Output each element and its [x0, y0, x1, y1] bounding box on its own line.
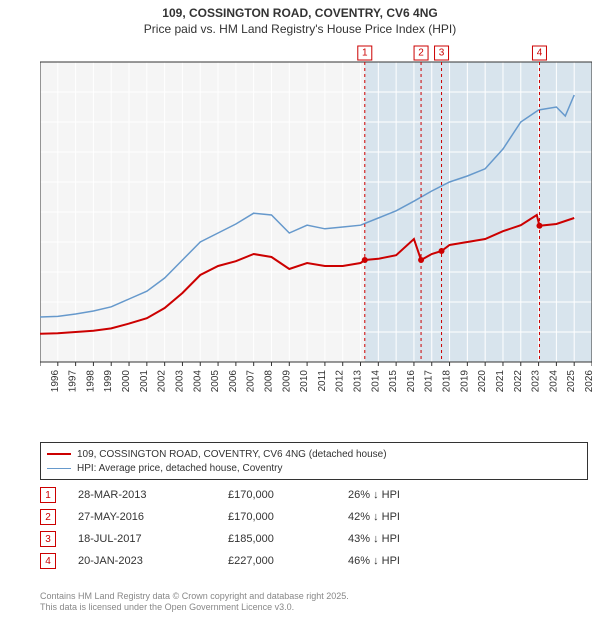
svg-text:2007: 2007 [246, 370, 257, 393]
sales-table: 1 28-MAR-2013 £170,000 26% ↓ HPI 2 27-MA… [40, 484, 468, 572]
svg-text:2003: 2003 [174, 370, 185, 393]
svg-text:2026: 2026 [584, 370, 592, 393]
sale-delta: 42% ↓ HPI [348, 511, 468, 523]
footer-line1: Contains HM Land Registry data © Crown c… [40, 591, 349, 603]
sale-delta: 46% ↓ HPI [348, 555, 468, 567]
svg-text:2022: 2022 [513, 370, 524, 393]
svg-text:1997: 1997 [68, 370, 79, 393]
svg-text:1999: 1999 [103, 370, 114, 393]
svg-text:2024: 2024 [548, 370, 559, 393]
svg-text:2016: 2016 [406, 370, 417, 393]
chart-container: 109, COSSINGTON ROAD, COVENTRY, CV6 4NG … [0, 0, 600, 620]
table-row: 2 27-MAY-2016 £170,000 42% ↓ HPI [40, 506, 468, 528]
marker-box-4: 4 [40, 553, 56, 569]
svg-text:2012: 2012 [335, 370, 346, 393]
svg-text:1: 1 [362, 48, 368, 59]
svg-text:4: 4 [537, 48, 543, 59]
footer-attribution: Contains HM Land Registry data © Crown c… [40, 591, 349, 614]
legend-row-property: 109, COSSINGTON ROAD, COVENTRY, CV6 4NG … [47, 447, 581, 461]
svg-text:2002: 2002 [157, 370, 168, 393]
svg-text:1995: 1995 [40, 370, 43, 393]
sale-delta: 43% ↓ HPI [348, 533, 468, 545]
sale-price: £170,000 [228, 511, 348, 523]
sale-date: 28-MAR-2013 [78, 489, 228, 501]
table-row: 1 28-MAR-2013 £170,000 26% ↓ HPI [40, 484, 468, 506]
svg-text:2020: 2020 [477, 370, 488, 393]
svg-text:2008: 2008 [263, 370, 274, 393]
svg-text:2017: 2017 [424, 370, 435, 393]
sale-price: £170,000 [228, 489, 348, 501]
svg-text:3: 3 [439, 48, 445, 59]
marker-box-3: 3 [40, 531, 56, 547]
svg-text:2006: 2006 [228, 370, 239, 393]
svg-text:2011: 2011 [317, 370, 328, 392]
legend-label-red: 109, COSSINGTON ROAD, COVENTRY, CV6 4NG … [77, 449, 387, 460]
sale-price: £185,000 [228, 533, 348, 545]
chart-svg: £0£50K£100K£150K£200K£250K£300K£350K£400… [40, 44, 592, 404]
svg-text:2014: 2014 [370, 370, 381, 393]
svg-text:2013: 2013 [353, 370, 364, 393]
table-row: 3 18-JUL-2017 £185,000 43% ↓ HPI [40, 528, 468, 550]
svg-text:2023: 2023 [531, 370, 542, 393]
legend-row-hpi: HPI: Average price, detached house, Cove… [47, 461, 581, 475]
svg-text:2: 2 [418, 48, 424, 59]
sale-date: 20-JAN-2023 [78, 555, 228, 567]
legend-swatch-blue [47, 468, 71, 469]
svg-text:2018: 2018 [442, 370, 453, 393]
footer-line2: This data is licensed under the Open Gov… [40, 602, 349, 614]
legend-swatch-red [47, 453, 71, 455]
svg-text:2021: 2021 [495, 370, 506, 393]
marker-box-2: 2 [40, 509, 56, 525]
legend: 109, COSSINGTON ROAD, COVENTRY, CV6 4NG … [40, 442, 588, 480]
table-row: 4 20-JAN-2023 £227,000 46% ↓ HPI [40, 550, 468, 572]
chart-title: 109, COSSINGTON ROAD, COVENTRY, CV6 4NG [0, 0, 600, 22]
marker-box-1: 1 [40, 487, 56, 503]
svg-text:2010: 2010 [299, 370, 310, 393]
sale-date: 18-JUL-2017 [78, 533, 228, 545]
sale-delta: 26% ↓ HPI [348, 489, 468, 501]
svg-text:2005: 2005 [210, 370, 221, 393]
sale-price: £227,000 [228, 555, 348, 567]
chart-subtitle: Price paid vs. HM Land Registry's House … [0, 22, 600, 40]
svg-text:2004: 2004 [192, 370, 203, 393]
svg-text:2025: 2025 [566, 370, 577, 393]
svg-text:2000: 2000 [121, 370, 132, 393]
svg-text:2019: 2019 [459, 370, 470, 393]
sale-date: 27-MAY-2016 [78, 511, 228, 523]
svg-text:2015: 2015 [388, 370, 399, 393]
svg-text:1998: 1998 [85, 370, 96, 393]
legend-label-blue: HPI: Average price, detached house, Cove… [77, 463, 283, 474]
svg-text:2009: 2009 [281, 370, 292, 393]
svg-text:1996: 1996 [50, 370, 61, 393]
svg-text:2001: 2001 [139, 370, 150, 393]
